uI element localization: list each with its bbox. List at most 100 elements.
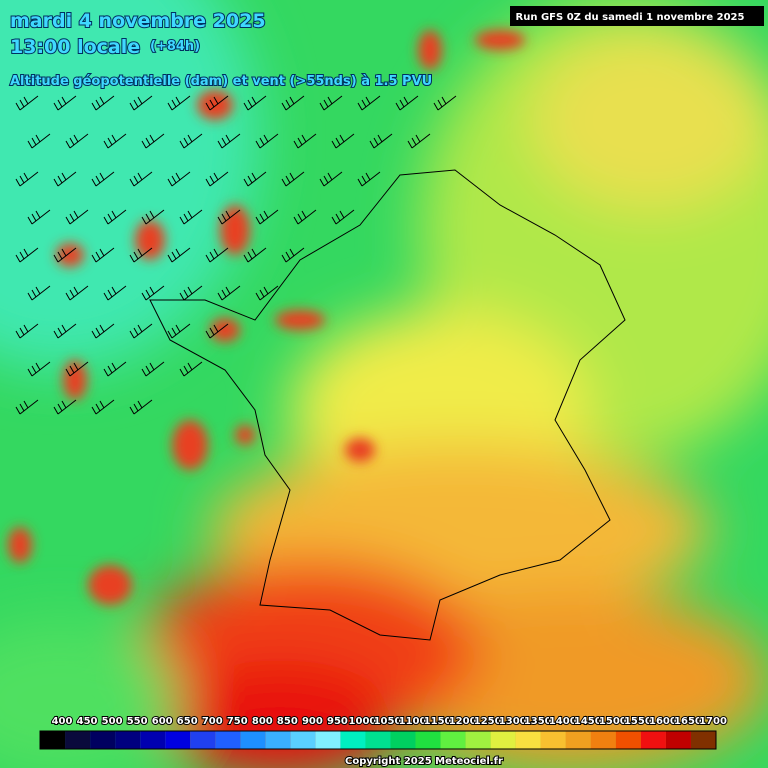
legend-label: 1550 bbox=[624, 716, 652, 727]
legend-swatch bbox=[315, 731, 341, 749]
wind-barb bbox=[357, 95, 381, 111]
wind-barb bbox=[103, 285, 127, 301]
wind-barb bbox=[167, 247, 191, 263]
wind-barb bbox=[255, 285, 279, 301]
wind-barb bbox=[53, 95, 77, 111]
wind-barb bbox=[281, 247, 305, 263]
wind-barb bbox=[205, 95, 229, 111]
wind-barb bbox=[15, 399, 39, 415]
legend-swatch bbox=[615, 731, 641, 749]
legend-label: 750 bbox=[227, 716, 248, 727]
legend-label: 1700 bbox=[699, 716, 727, 727]
legend-frame bbox=[39, 730, 717, 750]
legend-swatch bbox=[290, 731, 316, 749]
wind-barb bbox=[179, 361, 203, 377]
wind-barb bbox=[53, 323, 77, 339]
wind-barb bbox=[167, 323, 191, 339]
date: mardi 4 novembre 2025 bbox=[10, 10, 266, 32]
wind-barb bbox=[293, 209, 317, 225]
wind-barb bbox=[91, 95, 115, 111]
legend-swatch bbox=[390, 731, 416, 749]
run: Run GFS 0Z du samedi 1 novembre 2025 bbox=[516, 12, 745, 23]
wind-barb bbox=[129, 323, 153, 339]
legend-label: 1400 bbox=[549, 716, 577, 727]
legend-swatch bbox=[65, 731, 91, 749]
legend-label: 650 bbox=[177, 716, 198, 727]
legend-swatch bbox=[540, 731, 566, 749]
legend-swatch bbox=[640, 731, 666, 749]
legend-label: 500 bbox=[102, 716, 123, 727]
wind-barb bbox=[103, 361, 127, 377]
coastline bbox=[149, 169, 626, 641]
legend-label: 950 bbox=[327, 716, 348, 727]
wind-barb bbox=[243, 95, 267, 111]
legend-label: 550 bbox=[127, 716, 148, 727]
wind-barb bbox=[91, 171, 115, 187]
legend-swatch bbox=[565, 731, 591, 749]
wind-barb bbox=[129, 171, 153, 187]
legend-swatch bbox=[215, 731, 241, 749]
wind-barb bbox=[357, 171, 381, 187]
legend-label: 450 bbox=[77, 716, 98, 727]
wind-barb bbox=[179, 209, 203, 225]
wind-barb bbox=[53, 247, 77, 263]
subtitle: Altitude géopotentielle (dam) et vent (>… bbox=[10, 74, 432, 89]
wind-barb bbox=[205, 323, 229, 339]
legend-label: 600 bbox=[152, 716, 173, 727]
wind-barb bbox=[205, 247, 229, 263]
legend-label: 1050 bbox=[374, 716, 402, 727]
legend-swatch bbox=[590, 731, 616, 749]
legend-label: 400 bbox=[52, 716, 73, 727]
wind-barb bbox=[331, 209, 355, 225]
wind-barb bbox=[27, 285, 51, 301]
legend-label: 1600 bbox=[649, 716, 677, 727]
legend-swatch bbox=[40, 731, 66, 749]
wind-barb bbox=[281, 171, 305, 187]
wind-barb bbox=[243, 171, 267, 187]
legend-label: 1000 bbox=[349, 716, 377, 727]
wind-barb bbox=[129, 399, 153, 415]
wind-barb bbox=[255, 133, 279, 149]
wind-barb bbox=[319, 171, 343, 187]
legend-swatch bbox=[190, 731, 216, 749]
wind-barb bbox=[433, 95, 457, 111]
legend-swatch bbox=[340, 731, 366, 749]
wind-barb bbox=[141, 209, 165, 225]
legend-label: 1650 bbox=[674, 716, 702, 727]
copyright: Copyright 2025 Meteociel.fr bbox=[345, 756, 503, 767]
wind-barb bbox=[15, 95, 39, 111]
wind-barb bbox=[167, 95, 191, 111]
legend-swatch bbox=[465, 731, 491, 749]
legend-swatch bbox=[515, 731, 541, 749]
wind-barb bbox=[129, 247, 153, 263]
legend-swatch bbox=[240, 731, 266, 749]
legend-label: 1200 bbox=[449, 716, 477, 727]
legend-label: 1100 bbox=[399, 716, 427, 727]
legend-swatch bbox=[165, 731, 191, 749]
wind-barb bbox=[15, 171, 39, 187]
legend-label: 900 bbox=[302, 716, 323, 727]
wind-barb bbox=[217, 209, 241, 225]
wind-barb bbox=[27, 133, 51, 149]
wind-barb bbox=[167, 171, 191, 187]
wind-barb bbox=[217, 133, 241, 149]
wind-barb bbox=[91, 323, 115, 339]
wind-barb bbox=[141, 361, 165, 377]
wind-barb bbox=[15, 247, 39, 263]
wind-barb bbox=[103, 133, 127, 149]
legend-label: 1150 bbox=[424, 716, 452, 727]
wind-barb bbox=[103, 209, 127, 225]
legend-swatch bbox=[490, 731, 516, 749]
wind-barb bbox=[27, 361, 51, 377]
legend-label: 1350 bbox=[524, 716, 552, 727]
legend-label: 1250 bbox=[474, 716, 502, 727]
wind-barb bbox=[331, 133, 355, 149]
wind-barb bbox=[65, 209, 89, 225]
wind-barb bbox=[65, 361, 89, 377]
lead: (+84h) bbox=[150, 39, 200, 54]
run-box bbox=[510, 6, 764, 26]
legend-label: 800 bbox=[252, 716, 273, 727]
legend: 400 450 500 550 600 650 700 750 800 850 900 950 1000… bbox=[39, 715, 728, 750]
wind-barb bbox=[53, 399, 77, 415]
wind-barb bbox=[179, 133, 203, 149]
